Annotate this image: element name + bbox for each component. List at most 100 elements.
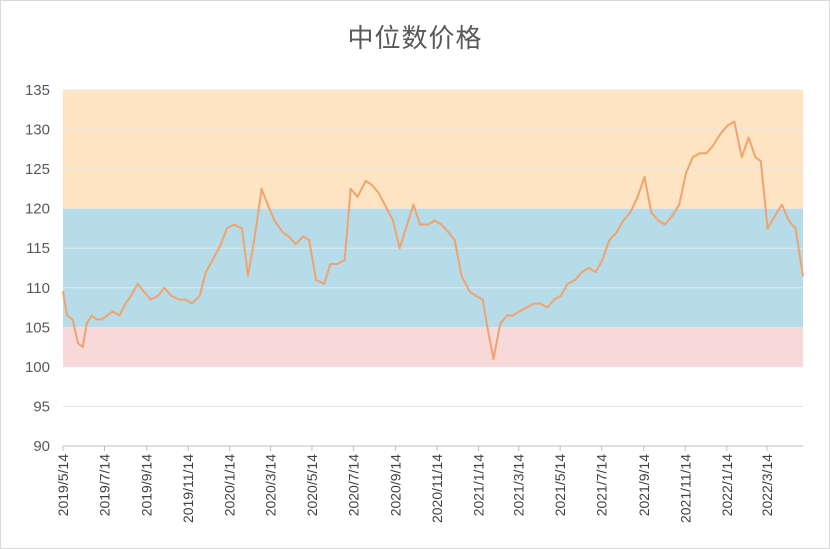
data-point — [447, 231, 450, 234]
x-tick-label: 2020/11/14 — [429, 454, 445, 523]
data-point — [427, 223, 430, 226]
data-point — [130, 294, 132, 297]
x-tick-label: 2020/7/14 — [345, 454, 361, 516]
y-tick-label: 115 — [26, 240, 50, 257]
data-point — [266, 203, 269, 206]
data-point — [773, 215, 776, 218]
y-tick-label: 100 — [25, 359, 50, 376]
data-point — [232, 223, 235, 226]
data-point — [240, 227, 243, 230]
data-point — [525, 306, 528, 309]
data-point — [81, 346, 84, 349]
x-tick-label: 2020/5/14 — [304, 454, 320, 516]
data-point — [601, 259, 604, 261]
data-point — [260, 187, 263, 190]
data-point — [281, 231, 284, 234]
data-point — [85, 322, 88, 325]
data-point — [343, 259, 346, 261]
data-point — [184, 298, 187, 301]
data-point — [419, 223, 421, 226]
data-point — [670, 215, 673, 218]
data-point — [198, 294, 201, 297]
data-point — [733, 120, 736, 123]
x-tick-label: 2019/7/14 — [96, 454, 112, 516]
x-tick-label: 2019/11/14 — [180, 454, 196, 523]
data-point — [294, 243, 297, 246]
data-point — [377, 191, 380, 194]
data-point — [71, 318, 74, 321]
background-bands — [63, 90, 803, 367]
data-point — [149, 298, 152, 301]
data-point — [781, 203, 783, 206]
series-line-0 — [62, 120, 804, 360]
y-tick-label: 130 — [25, 122, 50, 139]
data-point — [385, 207, 388, 210]
data-point — [747, 136, 750, 139]
y-tick-label: 110 — [26, 280, 50, 297]
data-point — [66, 314, 68, 317]
data-point — [518, 310, 521, 313]
data-point — [657, 219, 660, 222]
x-tick-label: 2021/11/14 — [677, 454, 693, 523]
data-point — [474, 294, 477, 297]
data-point — [273, 219, 276, 222]
data-point — [650, 211, 653, 214]
data-point — [754, 156, 757, 159]
data-point — [559, 294, 562, 297]
data-point — [608, 239, 611, 242]
data-point — [124, 302, 127, 305]
data-point — [574, 278, 577, 281]
data-point — [492, 358, 495, 360]
data-point — [511, 314, 514, 317]
data-point — [111, 310, 114, 313]
y-tick-label: 125 — [25, 161, 50, 178]
data-point — [364, 180, 367, 182]
data-point — [412, 203, 415, 206]
data-point — [546, 306, 549, 309]
data-point — [157, 294, 160, 297]
x-tick-label: 2021/5/14 — [552, 454, 568, 516]
data-point — [302, 235, 304, 238]
x-tick-label: 2019/5/14 — [55, 454, 71, 516]
y-tick-label: 135 — [25, 82, 50, 99]
data-point — [712, 144, 715, 147]
data-point — [247, 275, 249, 277]
data-point — [587, 267, 590, 269]
data-point — [163, 286, 166, 289]
data-point — [170, 294, 173, 297]
data-point — [406, 223, 409, 226]
data-point — [308, 239, 311, 242]
x-tick-label: 2020/1/14 — [222, 454, 238, 516]
data-point — [594, 271, 597, 273]
data-point — [726, 124, 729, 127]
data-point — [664, 223, 666, 226]
data-point — [691, 156, 694, 159]
data-point — [226, 227, 228, 230]
data-point — [487, 330, 489, 333]
x-tick-label: 2021/9/14 — [636, 454, 652, 516]
series-layer — [62, 120, 804, 360]
data-point — [506, 314, 509, 317]
gridlines — [63, 89, 803, 447]
data-point — [615, 231, 618, 234]
data-point — [629, 211, 632, 214]
x-axis: 2019/5/14 2019/7/14 2019/9/14 2019/11/14 202… — [55, 446, 775, 523]
chart-title: 中位数价格 — [347, 24, 483, 54]
y-tick-label: 105 — [25, 319, 50, 336]
band-0 — [63, 90, 803, 209]
data-point — [794, 227, 797, 230]
data-point — [719, 132, 722, 135]
data-point — [453, 239, 456, 242]
data-point — [460, 275, 463, 277]
data-point — [77, 342, 79, 345]
data-point — [678, 203, 681, 206]
data-point — [433, 219, 436, 222]
band-2 — [63, 327, 803, 367]
data-point — [802, 275, 804, 277]
x-tick-label: 2021/7/14 — [594, 454, 610, 516]
data-point — [499, 322, 502, 325]
data-point — [336, 263, 338, 265]
data-point — [136, 282, 139, 285]
x-tick-label: 2021/3/14 — [511, 454, 527, 516]
